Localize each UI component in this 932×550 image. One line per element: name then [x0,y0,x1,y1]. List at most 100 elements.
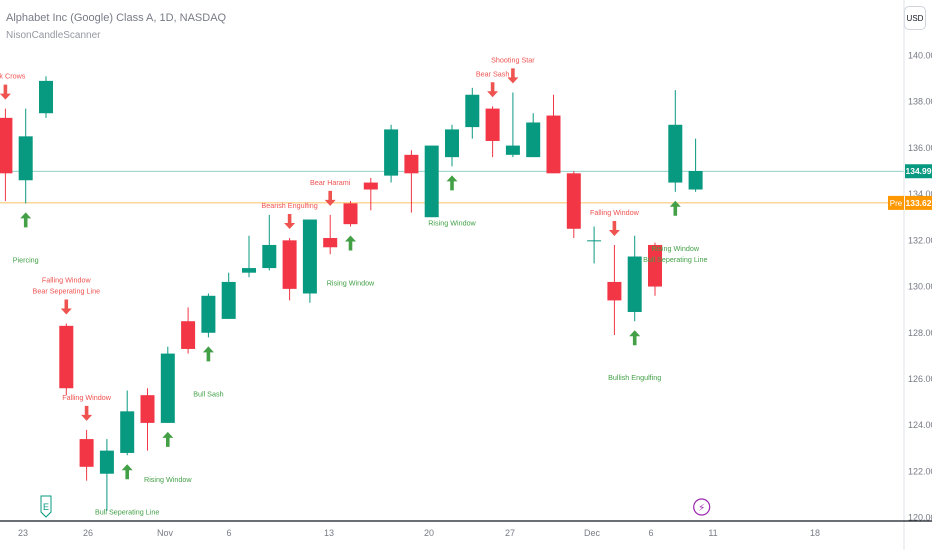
price-tick-label: 128.00 [908,328,932,338]
price-tick-label: 132.00 [908,235,932,245]
candle-body [120,411,135,453]
indicator-name[interactable]: NisonCandleScanner [6,30,101,41]
candle-body [384,129,399,176]
candle-body [485,108,500,141]
price-tick-label: 136.00 [908,143,932,153]
time-tick-label: 6 [226,528,231,538]
bear-signal-arrow-icon [324,190,336,206]
candle-body [59,325,74,389]
chart-title: Alphabet Inc (Google) Class A, 1D, NASDA… [6,12,227,24]
signal-label: Falling Window [62,393,112,402]
bear-signal-arrow-icon [0,84,11,100]
bull-signal-arrow-icon [121,464,133,480]
signal-label: Rising Window [144,475,192,484]
bull-signal-arrow-icon [345,235,356,251]
time-tick-label: Nov [157,528,174,538]
time-tick-label: Dec [584,528,601,538]
candle-body [607,281,622,301]
currency-button[interactable]: USD [904,6,926,30]
candle-body [505,145,520,155]
bear-signal-arrow-icon [81,405,93,421]
earnings-event-label: E [43,502,49,512]
candle-body [627,256,642,312]
bull-signal-arrow-icon [669,200,681,216]
candle-body [201,295,216,333]
signal-label: Bull Seperating Line [643,255,707,264]
candle-body [546,115,561,174]
signal-label: Rising Window [428,218,476,227]
signal-label: Bear Seperating Line [33,287,101,296]
bull-signal-arrow-icon [629,330,641,346]
candle-body [242,268,256,273]
candle-body [282,240,297,289]
candle-body [526,122,541,158]
signal-label: Bearish Engulfing [261,201,317,210]
bull-signal-arrow-icon [20,212,32,228]
split-event-label: ⚡ [698,503,705,514]
signal-label: Piercing [13,255,39,264]
candle-body [302,219,317,294]
candle-body [343,203,358,225]
candle-body [0,117,13,174]
signal-label: Bull Seperating Line [95,507,159,516]
candle-body [688,171,703,190]
bear-signal-arrow-icon [284,214,296,230]
pre-tag [888,195,904,210]
candle-body [668,124,683,183]
pre-price-label: 133.62 [906,198,932,208]
price-tick-label: 120.00 [908,513,932,523]
bull-signal-arrow-icon [162,431,174,447]
time-tick-label: 6 [648,528,653,538]
split-event-icon[interactable] [693,498,711,516]
candle-body [587,240,602,242]
candle-body [566,173,581,229]
price-tick-label: 126.00 [908,374,932,384]
price-tick-label: 140.00 [908,50,932,60]
price-tick-label: 130.00 [908,282,932,292]
time-tick-label: 27 [505,528,515,538]
pre-price-tag [905,195,932,210]
bull-signal-arrow-icon [202,346,214,362]
price-tick-label: 122.00 [908,466,932,476]
pre-tag-label: Pre [890,199,903,208]
candle-body [445,129,459,158]
price-tick-label: 124.00 [908,420,932,430]
signal-label: Rising Window [652,244,700,253]
bear-signal-arrow-icon [60,299,72,315]
bear-signal-arrow-icon [507,68,519,84]
candle-body [160,353,175,423]
signal-label: Bear Harami [310,178,351,187]
candle-body [18,136,33,181]
bull-signal-arrow-icon [446,175,458,191]
time-tick-label: 11 [708,528,717,538]
candle-body [221,281,236,319]
time-tick-label: 18 [810,528,820,538]
candle-body [404,154,419,174]
candle-body [140,395,155,423]
candle-body [39,80,53,114]
candle-body [648,244,662,287]
candle-body [262,244,277,269]
time-tick-label: 26 [83,528,93,538]
candle-body [363,182,378,190]
candle-body [99,450,114,474]
signal-label: Falling Window [42,276,92,285]
signal-label: Shooting Star [491,55,535,64]
signal-label: Bear Sash [476,69,510,78]
signal-label: Black Crows [0,72,26,81]
candle-body [465,94,480,128]
bear-signal-arrow-icon [487,82,499,98]
earnings-event-icon[interactable] [40,495,52,518]
signal-label: Falling Window [590,208,640,217]
signal-label: Bullish Engulfing [608,373,661,382]
candle-body [323,238,338,248]
candle-body [79,439,94,467]
last-price-tag [905,164,932,179]
signal-label: Rising Window [327,278,375,287]
last-price-label: 134.99 [906,166,932,176]
bear-signal-arrow-icon [608,220,620,236]
candle-body [424,145,439,218]
signal-label: Bull Sash [193,389,223,398]
time-tick-label: 13 [324,528,334,538]
